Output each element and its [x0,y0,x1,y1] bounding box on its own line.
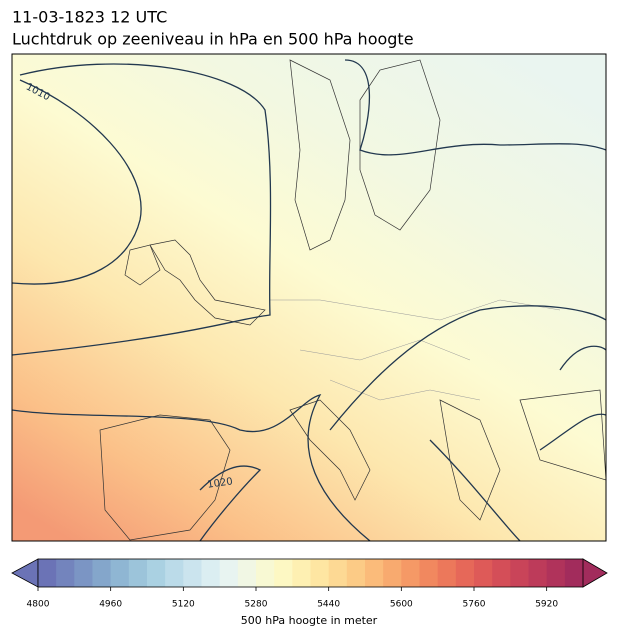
colorbar-bin [365,559,384,587]
colorbar-bin [256,559,275,587]
colorbar-bin [292,559,311,587]
colorbar-bin [219,559,239,587]
colorbar-tick-label: 5920 [535,600,558,610]
colorbar-tick-label: 5120 [172,600,195,610]
coastline [289,399,371,501]
colorbar-bin [546,559,566,587]
colorbar-bin [455,559,475,587]
colorbar-tick-label: 5440 [317,600,340,610]
colorbar-bin [474,559,493,587]
map-title: Luchtdruk op zeeniveau in hPa en 500 hPa… [12,30,414,49]
colorbar: 4800 4960 5120 5280 5440 5600 5760 5920 [11,558,608,610]
map-background [12,54,606,541]
colorbar-bin [383,559,402,587]
colorbar-tick-label: 5280 [245,600,268,610]
coastline [124,244,161,286]
colorbar-extend [11,558,39,588]
colorbar-bin [564,559,584,587]
coastline [289,59,441,251]
colorbar-tick-label: 4960 [99,600,122,610]
colorbar-bin [328,559,348,587]
colorbar-bin [437,559,457,587]
colorbar-bin [310,559,330,587]
colorbar-bin [92,559,112,587]
colorbar-bin [183,559,202,587]
map-area [12,54,606,541]
colorbar-extend [582,558,608,588]
coastline [149,239,266,326]
colorbar-bin [56,559,75,587]
colorbar-bin [510,559,529,587]
colorbar-bin [147,559,166,587]
colorbar-bin [165,559,184,587]
map-date: 11-03-1823 12 UTC [12,8,167,27]
colorbar-tick-label: 5600 [390,600,413,610]
coastline [99,414,231,541]
isobar [12,63,272,356]
colorbar-tick-label: 4800 [27,600,50,610]
colorbar-bin [110,559,130,587]
colorbar-bin [38,559,57,587]
contour-label: 1020 [207,476,234,490]
colorbar-bin [346,559,366,587]
isobar [344,59,606,156]
colorbar-bin [492,559,511,587]
colorbar-bin [528,559,548,587]
isobar [199,465,262,541]
colorbar-bin [128,559,148,587]
isobar [12,394,371,541]
colorbar-bin [401,559,420,587]
colorbar-bin [74,559,93,587]
colorbar-frame [37,558,584,588]
colorbar-bin [237,559,257,587]
colorbar-bin [419,559,439,587]
map-frame [11,53,607,542]
isobar [329,305,606,541]
colorbar-tick-label: 5760 [463,600,486,610]
country-border [270,299,561,401]
colorbar-bin [274,559,293,587]
isobar [12,79,142,285]
colorbar-bin [201,559,221,587]
colorbar-label: 500 hPa hoogte in meter [241,614,378,627]
